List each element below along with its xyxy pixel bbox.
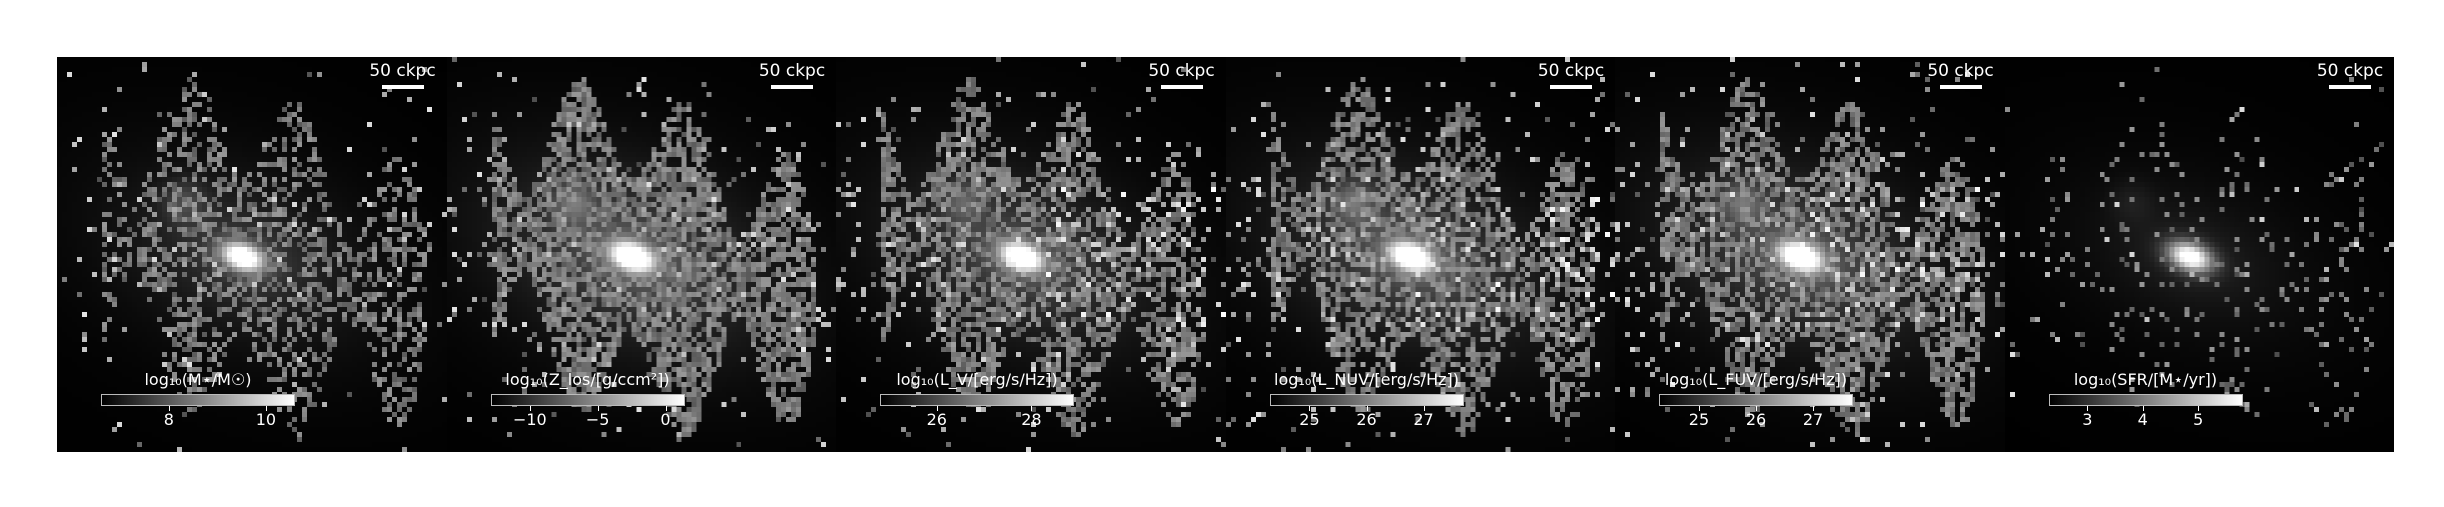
panel-nuv-luminosity: 50 ckpc log₁₀(L_NUV/[erg/s/Hz]) 25 26 27 <box>1225 57 1615 452</box>
colorbar-tick <box>529 406 531 411</box>
stellar-mass-map <box>57 57 447 452</box>
scale-bar-label: 50 ckpc <box>1537 61 1605 81</box>
colorbar-tick <box>2087 406 2089 411</box>
colorbar-tick <box>2198 406 2200 411</box>
colorbar-ticks: 26 28 <box>880 406 1074 429</box>
colorbar-gradient <box>1659 394 1853 406</box>
colorbar-ticks: −10 −5 0 <box>491 406 685 429</box>
colorbar-ticks: 25 26 27 <box>1659 406 1853 429</box>
colorbar-tick <box>265 406 267 411</box>
scale-bar: 50 ckpc <box>752 61 832 89</box>
panel-star-formation-rate: 50 ckpc log₁₀(SFR/[M⋆/yr]) 3 4 5 <box>2004 57 2394 452</box>
scale-bar-line <box>1550 85 1592 89</box>
colorbar-label: log₁₀(SFR/[M⋆/yr]) <box>2073 370 2218 389</box>
scale-bar-line <box>381 85 424 89</box>
colorbar-tick-label: 8 <box>163 410 174 429</box>
colorbar-ticks: 3 4 5 <box>2049 406 2243 429</box>
scale-bar: 50 ckpc <box>1142 61 1222 89</box>
nuv-map <box>1225 57 1615 452</box>
colorbar-tick <box>1813 406 1815 411</box>
colorbar-gradient <box>880 394 1074 406</box>
colorbar: log₁₀(Z_los/[g/ccm²]) −10 −5 0 <box>490 370 685 429</box>
colorbar-tick <box>1698 406 1700 411</box>
colorbar: log₁₀(M⋆/M☉) 8 10 <box>101 370 295 429</box>
colorbar-tick-label: 3 <box>2082 410 2093 429</box>
colorbar-tick <box>1756 406 1757 411</box>
colorbar-tick-label: 10 <box>255 410 277 429</box>
scale-bar-line <box>1160 85 1203 89</box>
colorbar-tick-label: 27 <box>1413 410 1434 429</box>
scale-bar-line <box>2329 85 2371 89</box>
colorbar-gradient <box>490 394 685 406</box>
scale-bar-label: 50 ckpc <box>2316 61 2384 81</box>
colorbar-ticks: 8 10 <box>101 406 295 429</box>
colorbar-tick <box>597 406 599 411</box>
colorbar: log₁₀(L_FUV/[erg/s/Hz]) 25 26 27 <box>1659 370 1853 429</box>
scale-bar-label: 50 ckpc <box>758 61 826 81</box>
v-band-map <box>836 57 1226 452</box>
colorbar-tick-label: 27 <box>1802 410 1824 429</box>
colorbar-tick <box>168 406 170 411</box>
colorbar-tick <box>1423 406 1425 411</box>
colorbar: log₁₀(L_V/[erg/s/Hz]) 26 28 <box>880 370 1074 429</box>
colorbar-tick-label: 5 <box>2193 410 2204 429</box>
colorbar-tick <box>1309 406 1311 411</box>
colorbar: log₁₀(SFR/[M⋆/yr]) 3 4 5 <box>2048 370 2243 429</box>
colorbar-gradient <box>101 394 295 406</box>
fuv-map <box>1615 57 2005 452</box>
colorbar-tick <box>936 406 938 411</box>
colorbar-label: log₁₀(L_V/[erg/s/Hz]) <box>896 370 1058 389</box>
colorbar-tick-label: 0 <box>660 410 671 429</box>
scale-bar-line <box>771 85 813 89</box>
image-strip: 50 ckpc log₁₀(M⋆/M☉) 8 10 50 ckpc log₁₀(… <box>57 57 2394 452</box>
colorbar-tick-label: 25 <box>1688 410 1710 429</box>
scale-bar: 50 ckpc <box>1531 61 1611 89</box>
colorbar-tick-label: 26 <box>1745 410 1767 429</box>
scale-bar-label: 50 ckpc <box>1927 61 1994 81</box>
colorbar-tick <box>665 406 667 411</box>
colorbar-tick <box>1031 406 1033 411</box>
scale-bar-label: 50 ckpc <box>369 61 436 81</box>
scale-bar: 50 ckpc <box>1921 61 2001 89</box>
colorbar-label: log₁₀(M⋆/M☉) <box>144 370 252 389</box>
colorbar: log₁₀(L_NUV/[erg/s/Hz]) 25 26 27 <box>1269 370 1464 429</box>
colorbar-tick-label: 26 <box>1356 410 1377 429</box>
panel-stellar-mass: 50 ckpc log₁₀(M⋆/M☉) 8 10 <box>57 57 447 452</box>
colorbar-tick <box>2142 406 2144 411</box>
colorbar-label: log₁₀(L_NUV/[erg/s/Hz]) <box>1274 370 1459 389</box>
colorbar-tick-label: 4 <box>2137 410 2148 429</box>
scale-bar: 50 ckpc <box>2310 61 2390 89</box>
scale-bar-label: 50 ckpc <box>1148 61 1215 81</box>
metallicity-map <box>446 57 836 452</box>
colorbar-tick <box>1366 406 1368 411</box>
colorbar-gradient <box>2048 394 2243 406</box>
panel-metallicity: 50 ckpc log₁₀(Z_los/[g/ccm²]) −10 −5 0 <box>446 57 836 452</box>
sfr-map <box>2004 57 2394 452</box>
colorbar-tick-label: 25 <box>1299 410 1320 429</box>
colorbar-label: log₁₀(Z_los/[g/ccm²]) <box>505 370 670 389</box>
colorbar-gradient <box>1269 394 1464 406</box>
scale-bar-line <box>1939 85 1982 89</box>
colorbar-tick-label: −5 <box>585 410 610 429</box>
colorbar-tick-label: −10 <box>512 410 547 429</box>
colorbar-label: log₁₀(L_FUV/[erg/s/Hz]) <box>1664 370 1848 389</box>
colorbar-tick-label: 26 <box>926 410 947 429</box>
colorbar-ticks: 25 26 27 <box>1270 406 1464 429</box>
panel-v-band-luminosity: 50 ckpc log₁₀(L_V/[erg/s/Hz]) 26 28 <box>836 57 1226 452</box>
scale-bar: 50 ckpc <box>363 61 443 89</box>
colorbar-tick-label: 28 <box>1021 410 1042 429</box>
panel-fuv-luminosity: 50 ckpc log₁₀(L_FUV/[erg/s/Hz]) 25 26 27 <box>1615 57 2005 452</box>
